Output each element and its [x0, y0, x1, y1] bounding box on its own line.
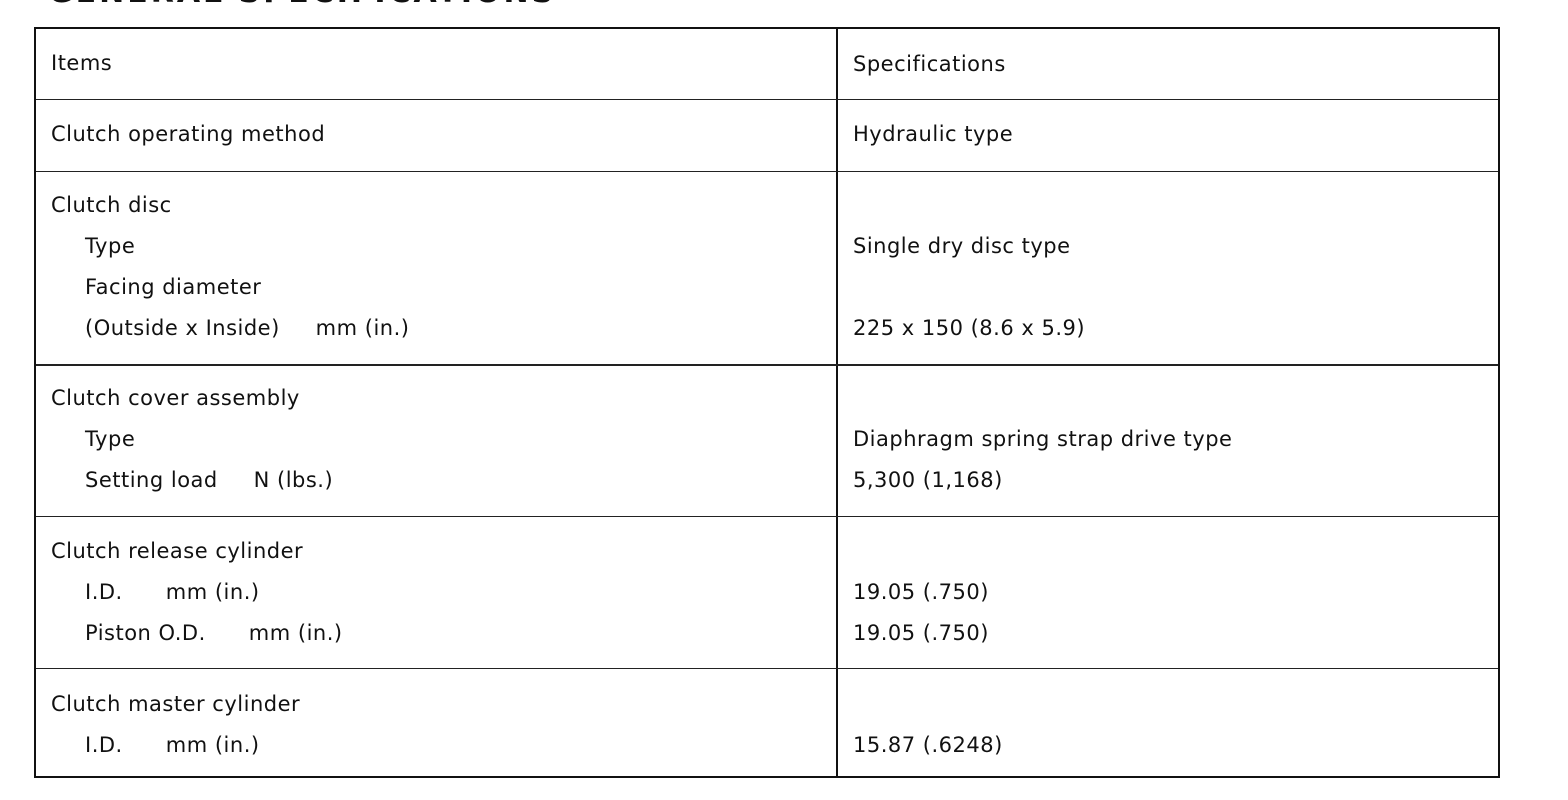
item-label: Type: [85, 234, 136, 258]
specifications-table: Items Specifications Clutch operating me…: [34, 27, 1500, 778]
item-label: I.D. mm (in.): [85, 733, 260, 757]
row-divider: [36, 668, 1498, 669]
item-label: Piston O.D. mm (in.): [85, 621, 343, 645]
spec-value: 19.05 (.750): [853, 580, 989, 604]
item-label: Type: [85, 427, 136, 451]
row-divider: [36, 171, 1498, 172]
item-label: Clutch master cylinder: [51, 692, 301, 716]
spec-value: Single dry disc type: [853, 234, 1071, 258]
row-divider: [36, 99, 1498, 100]
header-specifications: Specifications: [853, 52, 1006, 76]
item-label: Facing diameter: [85, 275, 262, 299]
item-label: (Outside x Inside) mm (in.): [85, 316, 410, 340]
item-label: Clutch disc: [51, 193, 172, 217]
item-label: I.D. mm (in.): [85, 580, 260, 604]
item-label: Setting load N (lbs.): [85, 468, 334, 492]
spec-value: Diaphragm spring strap drive type: [853, 427, 1233, 451]
row-divider: [36, 516, 1498, 517]
header-items: Items: [51, 51, 113, 75]
spec-value: 15.87 (.6248): [853, 733, 1003, 757]
row-divider: [36, 364, 1498, 366]
column-divider: [836, 29, 838, 776]
spec-value: 19.05 (.750): [853, 621, 989, 645]
item-label: Clutch release cylinder: [51, 539, 304, 563]
item-label: Clutch cover assembly: [51, 386, 300, 410]
item-label: Clutch operating method: [51, 122, 326, 146]
spec-value: 5,300 (1,168): [853, 468, 1003, 492]
page-heading: GENERAL SPECIFICATIONS: [48, 0, 556, 8]
spec-value: 225 x 150 (8.6 x 5.9): [853, 316, 1086, 340]
spec-value: Hydraulic type: [853, 122, 1014, 146]
